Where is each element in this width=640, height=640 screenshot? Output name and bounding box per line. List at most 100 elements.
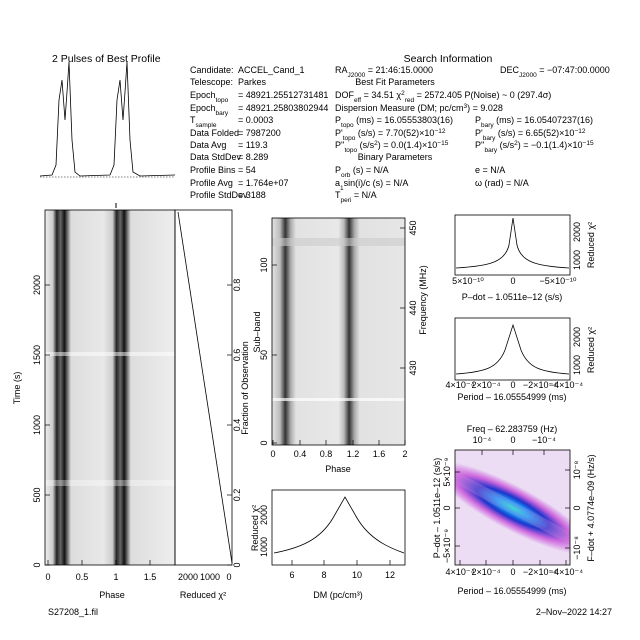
ppdot-streak [455,451,570,565]
info-sub: eff [354,97,361,104]
info-sup: 2 [401,90,405,97]
chi-curve [177,211,233,564]
info-text: (ms) = 16.05407237(16) [494,115,593,125]
info-text: T [190,115,196,125]
tick-label: 1500 [32,345,42,365]
tick-label: −10⁻⁸ [572,536,582,560]
info-text: Data Folded [190,128,239,138]
info-line: P''topo (s/s2) = 0.0(1.4)×10−15 [335,140,449,154]
footer-file: S27208_1.fil [48,607,98,617]
info-line: Ptopo (ms) = 16.05553803(16) [335,115,453,129]
waterfall [45,210,175,565]
info-sub: bary [484,147,497,154]
tick-label: 0.6 [232,349,242,362]
info-line: Profile StdDev [190,190,248,200]
tick-label: 0 [510,380,515,390]
tick-label: 0 [232,562,242,567]
noise-band [45,480,175,486]
tick-label: 10⁻⁸ [572,461,582,480]
tick-label: 50 [259,350,269,360]
info-line: Tsample [190,115,217,129]
tick-label: 1000 [572,250,582,270]
tick-label: 12 [385,570,395,580]
subband-image [272,218,405,445]
info-text: T [335,190,341,200]
info-sub: topo [343,135,356,142]
axis-label: Fraction of Observation [240,341,250,435]
info-line: Data Folded [190,128,239,138]
ppdot-map [455,461,570,555]
footer-date: 2–Nov–2022 14:27 [536,607,612,617]
axis-label: Reduced χ² [586,327,596,373]
info-text: Dispersion Measure (DM; pc/cm [335,103,464,113]
info-sub: bary [483,135,496,142]
tick-label: 0 [226,572,231,582]
profile-title: 2 Pulses of Best Profile [52,53,161,65]
axis-label: DM (pc/cm³) [313,590,363,600]
info-text: DOF [335,90,355,100]
info-text: (s/s [497,140,514,150]
info-text: P'' [475,140,485,150]
info-sub: bary [216,110,229,117]
tick-label: 10 [352,570,362,580]
info-line: Telescope: [190,77,233,87]
info-line: Profile Bins [190,165,236,175]
frame [174,209,233,566]
info-text: P' [335,128,343,138]
info-line: Pbary (ms) = 16.05407237(16) [475,115,593,129]
noise-band [272,398,405,401]
info-text: P' [475,128,483,138]
info-text: ) = −0.1(1.4)×10 [518,140,583,150]
tick-label: 440 [408,300,418,315]
profile-panel [39,61,176,208]
info-sub: bary [481,122,494,129]
axis-label: Freq – 62.283759 (Hz) [467,424,558,434]
tick-label: 2 [402,449,407,459]
info-line: Binary Parameters [358,152,433,162]
tick-label: 0.4 [232,419,242,432]
info-line: Porb (s) = N/A [335,165,389,179]
tick-label: 2000 [572,222,582,242]
info-text: = −07:47:00.0000 [537,65,610,75]
noise-band [45,352,175,356]
info-sub: orb [341,172,351,179]
info-line: RAJ2000 = 21:46:15.0000 [335,65,433,79]
info-text: a [335,178,340,188]
tick-label: 1000 [572,355,582,375]
info-text: (ms) = 16.05553803(16) [354,115,453,125]
axis-label: Frequency (MHz) [418,265,428,335]
frame [271,489,406,566]
tick-label: 6 [289,570,294,580]
axis-label: Period – 16.05554999 (ms) [457,392,566,402]
info-text: P'' [335,140,345,150]
period-curve [455,323,570,375]
tick-label: 4×10⁻⁴ [446,567,475,577]
tick-label: 0.8 [232,279,242,292]
chi-panel [174,209,233,566]
tick-label: 0.5 [76,572,89,582]
tick-label: 500 [32,487,42,502]
info-value: = 1.764e+07 [238,178,289,188]
tick-label: 0 [442,505,452,510]
tick-label: 0 [32,562,42,567]
pdot-curve [455,217,570,269]
info-text: Profile StdDev [190,190,248,200]
noise-band [272,238,405,246]
tick-label: 2000 [178,572,198,582]
info-sup: 2 [374,140,378,147]
tick-label: 1000 [32,415,42,435]
frame [454,214,571,276]
info-text: Data Avg [190,140,226,150]
axis-label: Phase [325,464,351,474]
info-line: DOFeff = 34.51 χ2red = 2572.405 P(Noise)… [335,90,551,104]
info-value: = 119.3 [238,140,268,150]
tick-label: 1000 [259,537,269,557]
tick-label: 0 [45,572,50,582]
tick-label: 2×10⁻⁴ [472,567,501,577]
frame [454,449,571,566]
info-line: Epochbary [190,103,229,117]
info-text: Profile Avg [190,178,233,188]
info-sub: red [405,97,415,104]
pdot-panel [454,214,571,276]
info-value: = 8.289 [238,152,268,162]
